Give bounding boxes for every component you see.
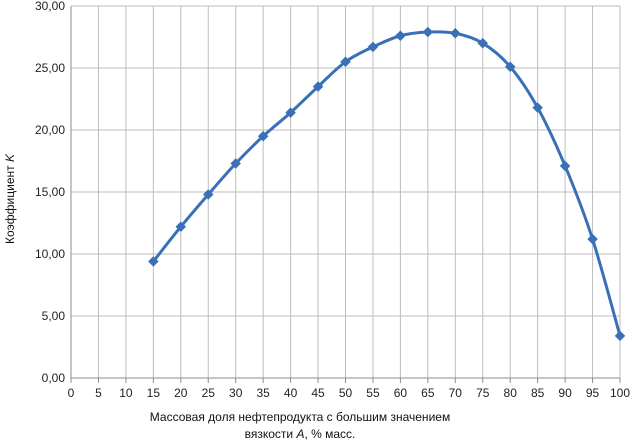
data-point-marker — [202, 189, 214, 200]
data-point-marker — [422, 26, 434, 38]
series-markers — [147, 26, 626, 342]
y-tick-label: 5,00 — [42, 309, 66, 323]
y-tick-label: 25,00 — [35, 61, 65, 75]
x-tick-label: 0 — [68, 386, 75, 400]
x-tick-label: 95 — [586, 386, 600, 400]
data-point-marker — [395, 30, 406, 42]
data-point-marker — [504, 61, 516, 73]
x-tick-label: 25 — [202, 386, 216, 400]
y-axis-title: Коэффициент K — [3, 153, 17, 244]
x-tick-label: 80 — [504, 386, 518, 400]
y-tick-label: 10,00 — [35, 247, 65, 261]
x-tick-label: 10 — [119, 386, 133, 400]
x-tick-label: 35 — [256, 386, 270, 400]
x-tick-label: 40 — [284, 386, 298, 400]
data-point-marker — [340, 56, 351, 68]
x-tick-label: 30 — [229, 386, 243, 400]
data-point-marker — [230, 158, 242, 169]
y-tick-label: 0,00 — [42, 371, 66, 385]
axes — [70, 6, 621, 383]
data-point-marker — [147, 256, 159, 267]
x-tick-label: 5 — [95, 386, 102, 400]
data-point-marker — [559, 160, 571, 172]
x-tick-labels: 0 5 10 15 20 25 30 35 40 45 50 55 60 65 70 75 80 85 90 95 10… — [68, 386, 630, 400]
data-point-marker — [257, 130, 269, 142]
data-point-marker — [614, 330, 626, 342]
data-point-marker — [532, 102, 544, 114]
x-tick-label: 90 — [558, 386, 572, 400]
x-tick-label: 15 — [147, 386, 161, 400]
x-tick-label: 55 — [366, 386, 380, 400]
x-tick-label: 70 — [449, 386, 463, 400]
x-tick-label: 65 — [421, 386, 435, 400]
x-axis-title-line2: вязкости A, % масс. — [245, 427, 356, 441]
data-point-marker — [175, 221, 187, 233]
x-axis-title-line1: Массовая доля нефтепродукта с большим зн… — [150, 410, 450, 424]
y-tick-labels: 0,00 5,00 10,00 15,00 20,00 25,00 30,00 — [35, 0, 65, 385]
x-tick-label: 100 — [610, 386, 630, 400]
x-tick-label: 45 — [311, 386, 325, 400]
y-tick-label: 30,00 — [35, 0, 65, 13]
x-tick-label: 75 — [476, 386, 490, 400]
data-point-marker — [477, 37, 489, 49]
data-point-marker — [367, 41, 379, 53]
grid-lines — [71, 5, 621, 378]
data-point-marker — [587, 233, 598, 245]
y-tick-label: 15,00 — [35, 185, 65, 199]
x-tick-label: 50 — [339, 386, 353, 400]
data-point-marker — [449, 27, 461, 39]
data-point-marker — [312, 81, 324, 92]
x-tick-label: 60 — [394, 386, 408, 400]
data-point-marker — [285, 107, 296, 118]
y-tick-label: 20,00 — [35, 123, 65, 137]
series-line — [151, 30, 622, 338]
x-tick-label: 20 — [174, 386, 188, 400]
x-tick-label: 85 — [531, 386, 545, 400]
